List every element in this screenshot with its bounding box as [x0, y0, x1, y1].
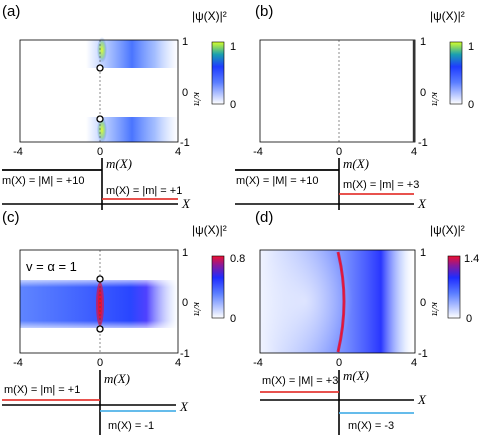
colorbar-title: |ψ(X)|² — [430, 223, 465, 237]
right-mass-label: m(X) = |m| = +3 — [343, 179, 419, 191]
colorbar-max: 1 — [468, 41, 474, 53]
x-tick: -4 — [253, 146, 263, 158]
colorbar — [449, 41, 463, 105]
x-axis-label: X — [181, 196, 191, 211]
panel-label: (d) — [255, 209, 273, 226]
heatmap — [19, 37, 179, 143]
left-mass-label: m(X) = |m| = +1 — [4, 384, 80, 396]
colorbar-title: |ψ(X)|² — [430, 9, 465, 23]
panel-a: (a) -4 0 4 1 0 -1 κ/π |ψ(X)|² 1 0 m(X) — [2, 3, 236, 211]
y-axis-label: κ/π — [429, 302, 441, 316]
y-axis-label: κ/π — [191, 302, 203, 316]
x-tick: 4 — [175, 357, 181, 369]
panel-label: (b) — [255, 3, 273, 20]
mass-axis-label: m(X) — [106, 156, 132, 171]
y-axis-label: κ/π — [191, 92, 203, 106]
y-tick: 1 — [420, 247, 426, 259]
colorbar — [447, 255, 461, 319]
y-tick: 0 — [182, 297, 188, 309]
y-tick: -1 — [180, 348, 190, 360]
x-tick: 4 — [411, 146, 417, 158]
x-tick: 0 — [97, 146, 103, 158]
right-mass-label: m(X) = -1 — [108, 420, 154, 432]
colorbar-title: |ψ(X)|² — [192, 9, 227, 23]
mass-profile: m(X) X m(X) = |M| = +3 m(X) = -3 — [260, 368, 427, 435]
y-tick: -1 — [418, 348, 428, 360]
x-axis-label: X — [179, 399, 189, 414]
colorbar — [211, 41, 225, 105]
node-marker — [96, 275, 104, 283]
node-marker — [96, 325, 104, 333]
panel-c: (c) v = α = 1 -4 0 4 1 0 -1 κ/π |ψ(X)|² … — [2, 209, 245, 435]
node-marker — [96, 64, 104, 72]
right-mass-label: m(X) = -3 — [348, 420, 394, 432]
colorbar-max: 1 — [230, 41, 236, 53]
y-tick: 1 — [182, 247, 188, 259]
right-mass-label: m(X) = |m| = +1 — [106, 185, 182, 197]
left-mass-label: m(X) = |M| = +10 — [2, 175, 84, 187]
panel-label: (a) — [2, 3, 20, 20]
y-tick: 0 — [420, 297, 426, 309]
x-tick: -4 — [253, 357, 263, 369]
panel-b: (b) -4 0 4 1 0 -1 κ/π |ψ(X)|² 1 0 m(X) X… — [235, 3, 474, 211]
colorbar-title: |ψ(X)|² — [192, 223, 227, 237]
mass-profile: m(X) X m(X) = |M| = +10 m(X) = |m| = +1 — [2, 156, 191, 211]
panel-label: (c) — [2, 209, 20, 226]
left-mass-label: m(X) = |M| = +10 — [236, 175, 318, 187]
x-tick: 4 — [175, 146, 181, 158]
x-tick: -4 — [13, 146, 23, 158]
x-tick: -4 — [13, 357, 23, 369]
x-axis-label: X — [417, 196, 427, 211]
y-axis-label: κ/π — [429, 92, 441, 106]
node-marker — [96, 115, 104, 123]
panel-d: (d) -4 0 4 1 0 -1 κ/π |ψ(X)|² 1.4 0 m(X)… — [253, 209, 479, 435]
heatmap — [259, 39, 416, 143]
y-tick: 0 — [420, 87, 426, 99]
x-tick: 4 — [411, 357, 417, 369]
y-tick: -1 — [180, 137, 190, 149]
x-tick: 0 — [336, 357, 342, 369]
mass-axis-label: m(X) — [343, 368, 369, 383]
mass-axis-label: m(X) — [343, 156, 369, 171]
left-mass-label: m(X) = |M| = +3 — [262, 375, 338, 387]
colorbar-min: 0 — [230, 99, 236, 111]
colorbar-min: 0 — [230, 313, 236, 325]
x-axis-label: X — [417, 392, 427, 407]
y-tick: 0 — [182, 87, 188, 99]
mass-profile: m(X) X m(X) = |m| = +1 m(X) = -1 — [2, 370, 189, 435]
x-tick: 0 — [336, 146, 342, 158]
y-tick: 1 — [182, 36, 188, 48]
colorbar — [211, 255, 225, 319]
mass-axis-label: m(X) — [104, 371, 130, 386]
colorbar-min: 0 — [466, 313, 472, 325]
colorbar-max: 1.4 — [464, 253, 479, 265]
colorbar-max: 0.8 — [230, 253, 245, 265]
y-tick: -1 — [418, 137, 428, 149]
mass-profile: m(X) X m(X) = |M| = +10 m(X) = |m| = +3 — [235, 156, 427, 211]
parameter-annotation: v = α = 1 — [26, 259, 77, 274]
x-tick: 0 — [97, 357, 103, 369]
colorbar-min: 0 — [468, 99, 474, 111]
heatmap: v = α = 1 — [19, 249, 179, 354]
heatmap — [257, 243, 416, 359]
y-tick: 1 — [420, 36, 426, 48]
